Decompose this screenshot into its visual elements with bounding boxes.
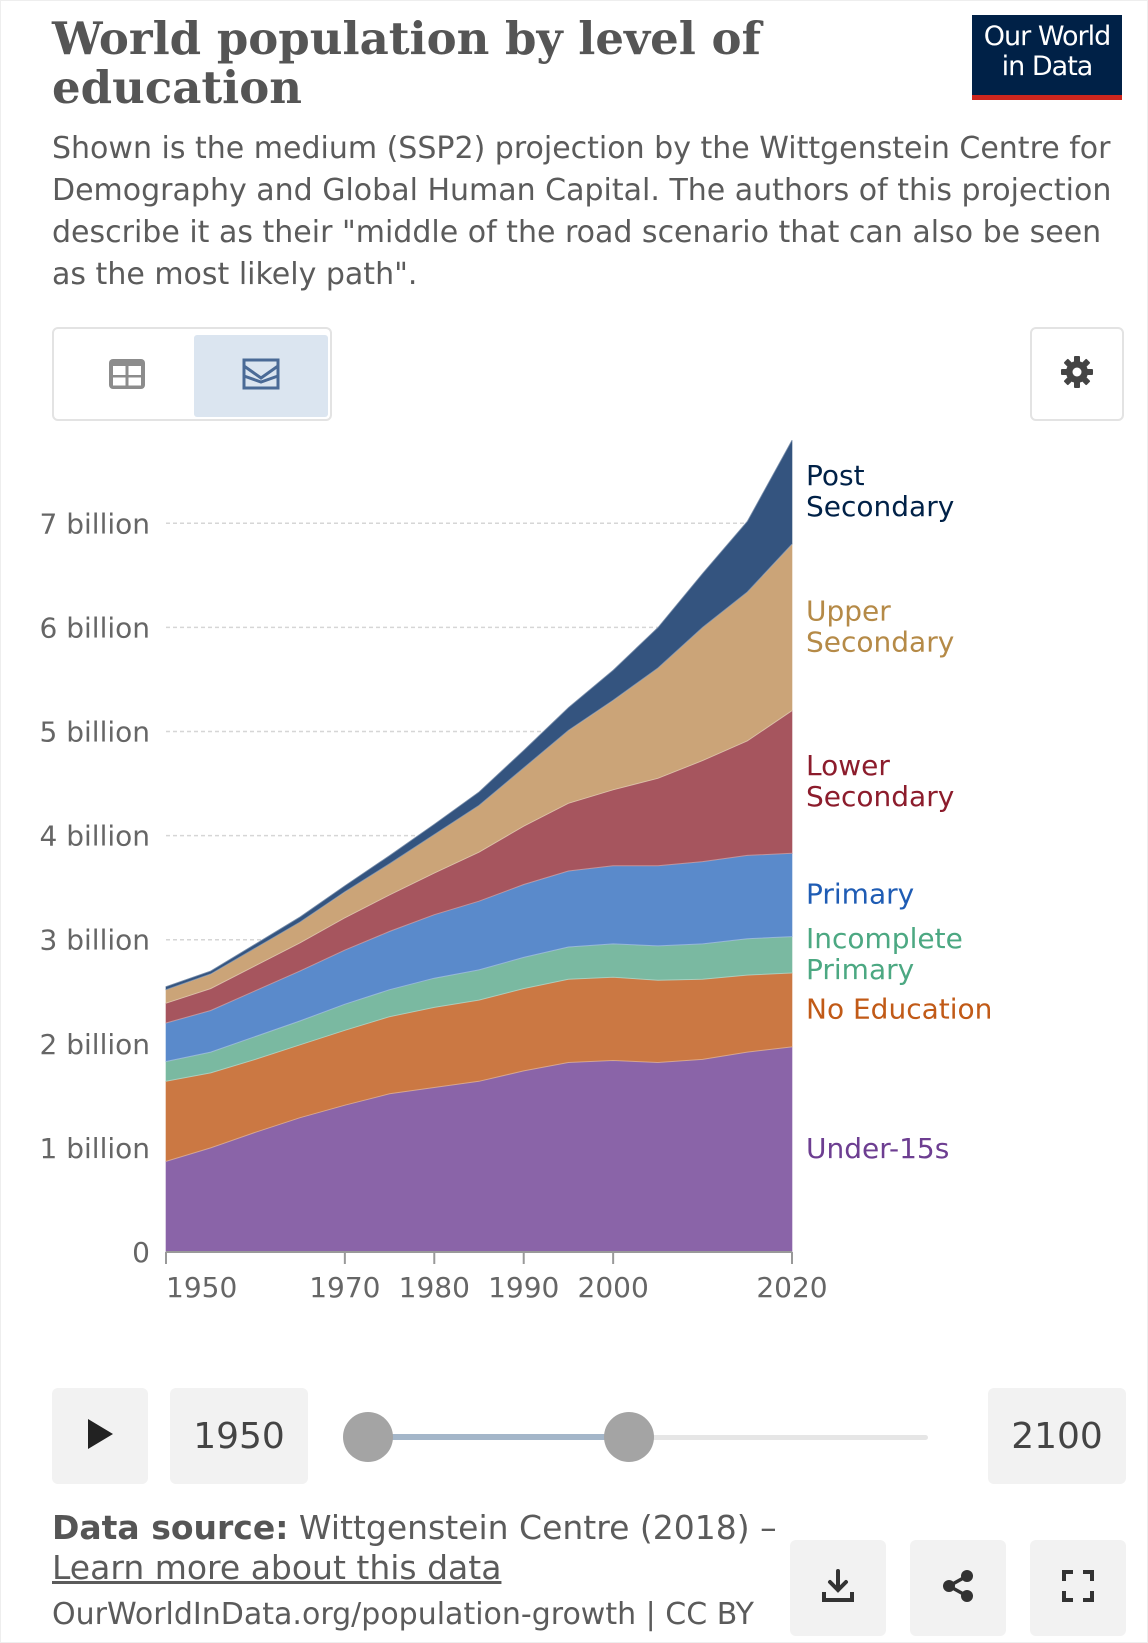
view-tabs [52,327,332,421]
timeline-selected-range [368,1434,630,1440]
play-icon [85,1417,115,1455]
data-source-label: Data source: [52,1508,289,1547]
owid-logo[interactable]: Our World in Data [972,15,1122,100]
series-label-line: Under-15s [806,1132,949,1165]
fullscreen-icon [1061,1569,1095,1607]
series-label-line: Post [806,459,865,492]
series-label-line: Secondary [806,625,954,658]
axes: 0 1 billion 2 billion 3 billion 4 billion 5 b… [40,507,828,1304]
series-label-line: Upper [806,594,891,627]
series-edge [165,1046,793,1162]
end-year-box[interactable]: 2100 [988,1388,1126,1484]
logo-accent-bar [972,95,1122,100]
source-url[interactable]: OurWorldInData.org/population-growth | C… [52,1597,754,1632]
chart-subtitle: Shown is the medium (SSP2) projection by… [52,131,1112,292]
series-edge [165,543,793,991]
series-label-under-15s: Under-15s [806,1132,949,1165]
series-edge [165,936,793,1062]
play-button[interactable] [52,1388,148,1484]
series-label-incomplete-primary: Incomplete Primary [806,922,963,986]
series-label-lower-secondary: Lower Secondary [806,749,954,813]
y-tick-label: 3 billion [40,924,150,957]
logo-line-2: in Data [1001,51,1094,82]
x-tick-label: 2020 [756,1271,827,1304]
series-label-post-secondary: Post Secondary [806,459,954,523]
download-icon [820,1568,856,1608]
x-tick-label: 1980 [399,1271,470,1304]
series-edge [165,972,793,1082]
tab-chart[interactable] [194,335,328,417]
series-label-line: Primary [806,953,914,986]
series-label-line: Primary [806,877,914,910]
series-label-line: No Education [806,992,992,1025]
y-tick-label: 4 billion [40,820,150,853]
series-label-line: Lower [806,749,890,782]
timeline-start-handle[interactable] [343,1412,393,1462]
page-title: World population by level of education [52,12,761,114]
y-tick-label: 0 [132,1236,150,1269]
data-source: Data source: Wittgenstein Centre (2018) … [52,1508,777,1548]
x-tick-label: 1990 [488,1271,559,1304]
x-tick-label: 1970 [309,1271,380,1304]
y-tick-label: 1 billion [40,1132,150,1165]
area-series [165,440,793,1253]
x-tick-label: 1950 [166,1271,237,1304]
y-tick-label: 7 billion [40,507,150,540]
data-source-text: Wittgenstein Centre (2018) – [298,1508,777,1547]
series-edge [165,852,793,1024]
series-label-line: Secondary [806,780,954,813]
table-icon [108,358,146,394]
chart-icon [242,358,280,394]
learn-more-link[interactable]: Learn more about this data [52,1548,502,1587]
series-label-primary: Primary [806,877,914,910]
y-tick-label: 6 billion [40,611,150,644]
start-year-box[interactable]: 1950 [170,1388,308,1484]
y-tick-label: 2 billion [40,1028,150,1061]
timeline-end-handle[interactable] [604,1412,654,1462]
share-button[interactable] [910,1540,1006,1636]
share-icon [940,1568,976,1608]
gear-icon [1059,354,1095,394]
area-post-secondary[interactable] [165,440,793,991]
series-edge [165,440,793,987]
series-label-line: Secondary [806,490,954,523]
x-tick-label: 2000 [578,1271,649,1304]
series-edge [165,710,793,1004]
y-tick-label: 5 billion [40,715,150,748]
series-label-upper-secondary: Upper Secondary [806,594,954,658]
download-button[interactable] [790,1540,886,1636]
series-label-no-education: No Education [806,992,992,1025]
logo-line-1: Our World [983,21,1111,52]
settings-button[interactable] [1030,327,1124,421]
tab-table[interactable] [60,335,194,417]
series-label-line: Incomplete [806,922,963,955]
fullscreen-button[interactable] [1030,1540,1126,1636]
stacked-area-chart: 0 1 billion 2 billion 3 billion 4 billion 5 b… [40,440,992,1304]
